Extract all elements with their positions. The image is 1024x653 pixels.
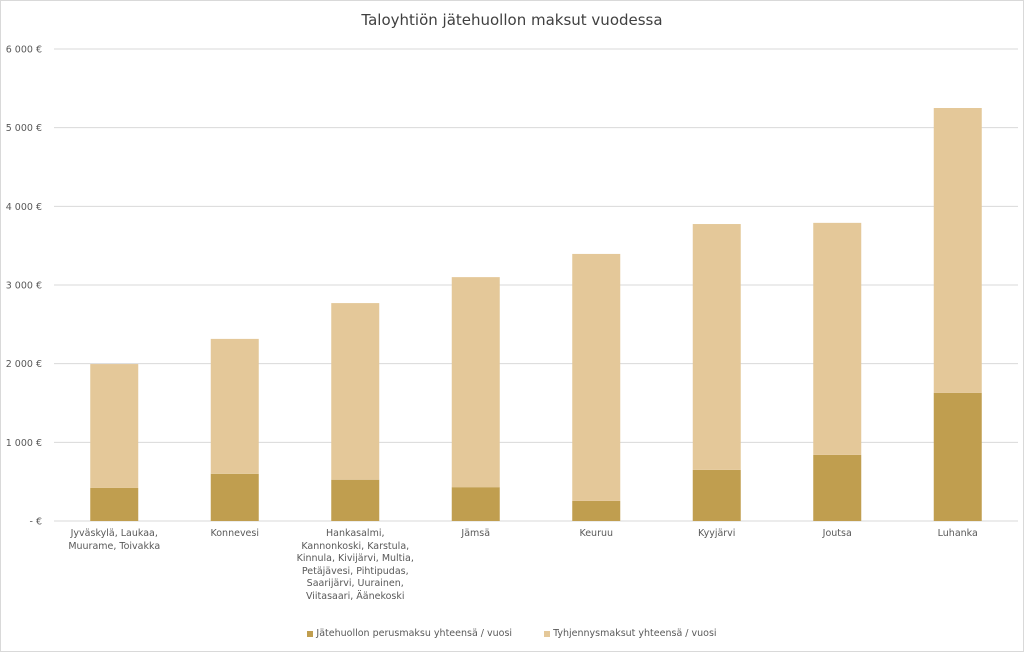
x-tick-label: Jämsä xyxy=(461,528,491,539)
x-tick-label: Hankasalmi, Kannonkoski, Karstula, Kinnu… xyxy=(296,528,414,602)
bar-emptying-fees xyxy=(572,253,621,501)
x-tick-label: Keuruu xyxy=(579,528,614,539)
bar-base-fee xyxy=(331,479,380,521)
legend-swatch xyxy=(307,630,314,637)
y-tick-label: 2 000 € xyxy=(6,359,42,370)
bar-base-fee xyxy=(210,473,259,521)
x-tick-label: Joutsa xyxy=(822,528,852,539)
bar-base-fee xyxy=(572,500,621,521)
bar-base-fee xyxy=(933,392,982,521)
x-tick-label: Luhanka xyxy=(937,528,978,539)
y-tick-label: 1 000 € xyxy=(6,438,42,449)
x-tick-label: Jyväskylä, Laukaa, Muurame, Toivakka xyxy=(68,528,161,552)
legend-label: Tyhjennysmaksut yhteensä / vuosi xyxy=(553,628,717,639)
y-tick-label: 4 000 € xyxy=(6,202,42,213)
legend-item: Tyhjennysmaksut yhteensä / vuosi xyxy=(544,628,717,639)
bar-emptying-fees xyxy=(210,338,259,474)
bar-emptying-fees xyxy=(933,108,982,393)
bar-base-fee xyxy=(90,487,139,521)
chart-title: Taloyhtiön jätehuollon maksut vuodessa xyxy=(361,11,663,29)
bar-base-fee xyxy=(692,469,741,521)
bar-base-fee xyxy=(451,487,500,521)
bar-base-fee xyxy=(813,454,862,521)
y-tick-label: 3 000 € xyxy=(6,281,42,292)
bar-emptying-fees xyxy=(331,303,380,480)
bar-emptying-fees xyxy=(692,224,741,470)
y-tick-label: 6 000 € xyxy=(6,45,42,56)
bar-emptying-fees xyxy=(90,364,139,488)
y-tick-label: 5 000 € xyxy=(6,123,42,134)
x-tick-label: Kyyjärvi xyxy=(698,528,736,539)
legend: Jätehuollon perusmaksu yhteensä / vuosi T… xyxy=(1,628,1023,640)
bar-emptying-fees xyxy=(451,277,500,488)
legend-swatch xyxy=(544,630,551,637)
y-tick-label: - € xyxy=(30,517,43,528)
legend-item: Jätehuollon perusmaksu yhteensä / vuosi xyxy=(307,628,512,639)
bar-emptying-fees xyxy=(813,222,862,455)
legend-label: Jätehuollon perusmaksu yhteensä / vuosi xyxy=(316,628,513,639)
x-tick-label: Konnevesi xyxy=(210,528,259,539)
